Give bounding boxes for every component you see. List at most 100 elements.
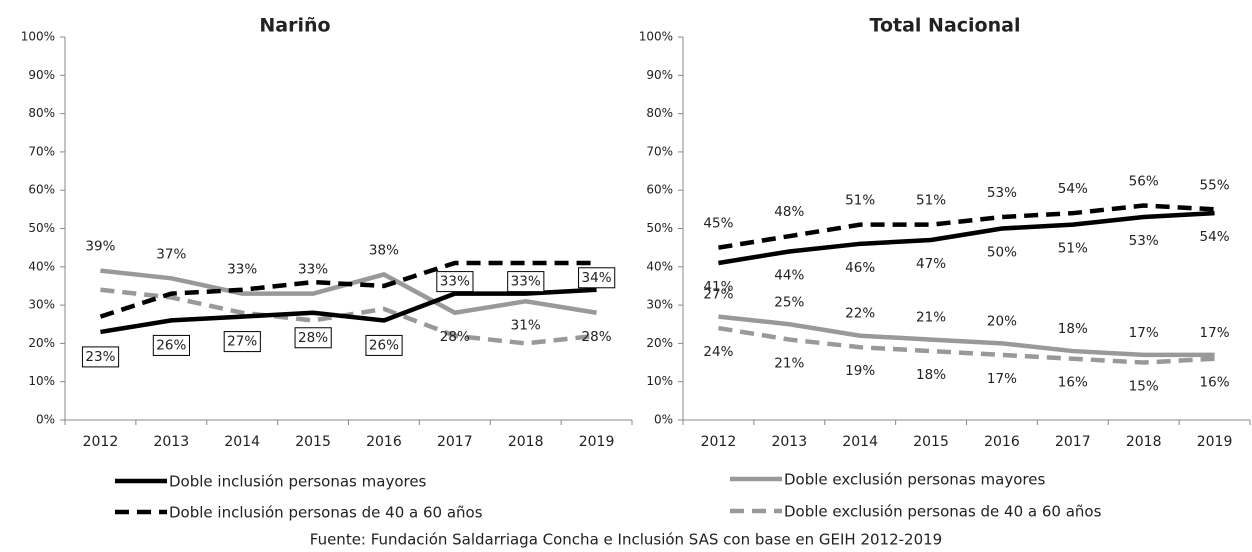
- data-label: 46%: [845, 260, 875, 276]
- data-label: 28%: [440, 329, 470, 345]
- y-tick-label: 60%: [28, 183, 55, 197]
- series-line: Doble inclusión personas mayores: [718, 210, 1215, 266]
- data-label: 38%: [369, 242, 399, 258]
- data-label: 50%: [987, 245, 1017, 261]
- data-label: 51%: [845, 193, 875, 209]
- x-tick-label: 2012: [83, 434, 119, 450]
- y-tick-label: 10%: [646, 374, 673, 388]
- data-label: 21%: [916, 310, 946, 326]
- data-label: 39%: [85, 239, 115, 255]
- data-label: 24%: [703, 344, 733, 360]
- data-label: 33%: [511, 274, 541, 290]
- data-label: 44%: [774, 267, 804, 283]
- y-tick-label: 70%: [28, 144, 55, 158]
- data-label: 55%: [1200, 177, 1230, 193]
- data-label: 48%: [774, 204, 804, 220]
- label-box: [152, 334, 190, 356]
- x-tick-label: 2013: [153, 434, 189, 450]
- data-label: 16%: [1058, 375, 1088, 391]
- y-tick-label: 20%: [28, 336, 55, 350]
- y-tick-label: 90%: [646, 68, 673, 82]
- x-tick-label: 2017: [1055, 434, 1091, 450]
- y-tick-label: 10%: [28, 374, 55, 388]
- x-tick-label: 2016: [984, 434, 1020, 450]
- y-tick-label: 30%: [28, 298, 55, 312]
- x-tick-label: 2013: [771, 434, 807, 450]
- data-label: 28%: [582, 329, 612, 345]
- data-label: 27%: [703, 287, 733, 303]
- data-label: 17%: [1200, 325, 1230, 341]
- data-label: 18%: [916, 367, 946, 383]
- x-tick-label: 2018: [1126, 434, 1162, 450]
- data-label: 17%: [1129, 325, 1159, 341]
- y-tick-label: 100%: [639, 30, 673, 44]
- y-tick-label: 80%: [28, 106, 55, 120]
- label-box: [365, 334, 403, 356]
- data-label: 47%: [916, 256, 946, 272]
- x-tick-label: 2015: [295, 434, 331, 450]
- data-label: 25%: [774, 294, 804, 310]
- data-label: 54%: [1200, 229, 1230, 245]
- y-tick-label: 60%: [646, 183, 673, 197]
- y-tick-label: 20%: [646, 336, 673, 350]
- x-tick-label: 2014: [224, 434, 260, 450]
- data-label: 18%: [1058, 321, 1088, 337]
- y-tick-label: 90%: [28, 68, 55, 82]
- data-label: 33%: [440, 274, 470, 290]
- y-tick-label: 0%: [654, 413, 673, 427]
- legend-label: Doble inclusión personas de 40 a 60 años: [169, 504, 483, 522]
- data-label: 51%: [1058, 241, 1088, 257]
- data-label: 28%: [298, 330, 328, 346]
- x-tick-label: 2019: [579, 434, 615, 450]
- label-box: [223, 331, 261, 353]
- data-label: 53%: [1129, 233, 1159, 249]
- label-box: [507, 271, 545, 293]
- data-label: 51%: [916, 193, 946, 209]
- data-label: 56%: [1129, 174, 1159, 190]
- series-line: Doble exclusión personas mayores: [718, 314, 1215, 358]
- x-tick-label: 2015: [913, 434, 949, 450]
- legend-label: Doble inclusión personas mayores: [169, 473, 427, 491]
- label-box: [81, 346, 120, 368]
- data-label: 34%: [582, 270, 612, 286]
- data-label: 54%: [1058, 181, 1088, 197]
- x-tick-label: 2014: [842, 434, 878, 450]
- y-tick-label: 40%: [646, 259, 673, 273]
- y-tick-label: 40%: [28, 259, 55, 273]
- data-label: 19%: [845, 363, 875, 379]
- chart-title: Total Nacional: [870, 15, 1021, 37]
- y-tick-label: 0%: [36, 413, 55, 427]
- series-line: Doble inclusión personas de 40 a 60 años: [718, 203, 1215, 250]
- data-label: 41%: [703, 279, 733, 295]
- data-label: 26%: [156, 337, 186, 353]
- data-label: 27%: [227, 334, 257, 350]
- data-label: 33%: [227, 262, 257, 278]
- data-label: 17%: [987, 371, 1017, 387]
- x-tick-label: 2019: [1197, 434, 1233, 450]
- x-tick-label: 2012: [701, 434, 737, 450]
- y-tick-label: 100%: [21, 30, 55, 44]
- data-label: 15%: [1129, 379, 1159, 395]
- y-tick-label: 50%: [28, 221, 55, 235]
- series-line: Doble exclusión personas de 40 a 60 años: [718, 325, 1215, 365]
- y-tick-label: 80%: [646, 106, 673, 120]
- data-label: 26%: [369, 337, 399, 353]
- label-box: [294, 327, 332, 349]
- data-label: 31%: [511, 317, 541, 333]
- label-box: [436, 271, 474, 293]
- source: Fuente: Fundación Saldarriaga Concha e I…: [310, 531, 942, 549]
- x-tick-label: 2016: [366, 434, 402, 450]
- y-tick-label: 70%: [646, 144, 673, 158]
- data-label: 16%: [1200, 375, 1230, 391]
- data-label: 21%: [774, 356, 804, 372]
- data-label: 37%: [156, 246, 186, 262]
- data-label: 23%: [85, 349, 115, 365]
- data-label: 45%: [703, 216, 733, 232]
- data-label: 22%: [845, 306, 875, 322]
- legend-label: Doble exclusión personas mayores: [784, 471, 1045, 489]
- series-line: [100, 287, 597, 335]
- label-box: [578, 267, 616, 289]
- series-line: [99, 260, 597, 319]
- x-tick-label: 2017: [437, 434, 473, 450]
